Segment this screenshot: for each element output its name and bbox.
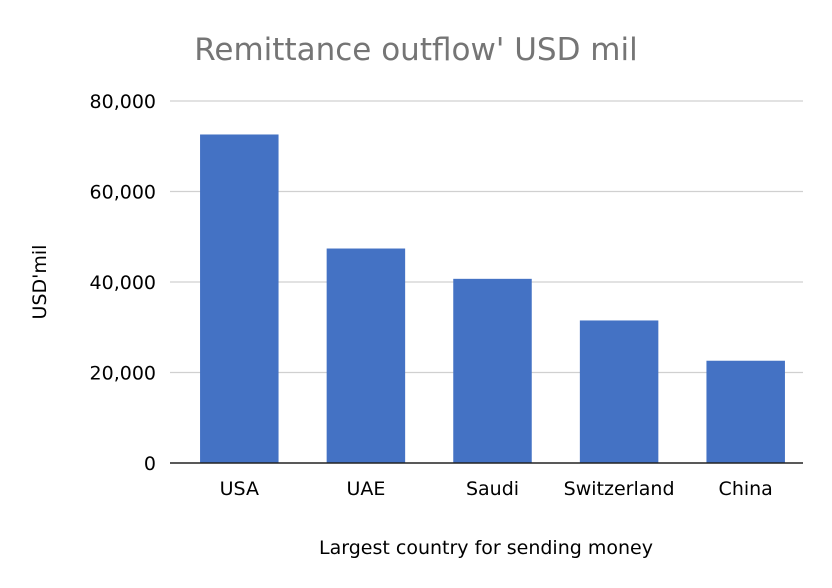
chart-title: Remittance outflow' USD mil bbox=[194, 32, 637, 68]
y-tick-label: 60,000 bbox=[90, 182, 156, 204]
y-tick-label: 40,000 bbox=[90, 272, 156, 294]
y-tick-label: 80,000 bbox=[90, 91, 156, 113]
bar-usa bbox=[200, 134, 279, 464]
bar-saudi bbox=[453, 278, 532, 463]
y-tick-label: 20,000 bbox=[90, 363, 156, 385]
x-tick-label: USA bbox=[220, 478, 259, 500]
bar-uae bbox=[326, 248, 406, 463]
x-tick-label: China bbox=[719, 478, 773, 500]
y-axis-label: USD'mil bbox=[29, 245, 51, 320]
y-axis-ticks: 0 20,000 40,000 60,000 80,000 bbox=[90, 91, 156, 475]
bar-china bbox=[706, 360, 785, 463]
y-tick-label: 0 bbox=[144, 453, 156, 475]
x-tick-label: UAE bbox=[346, 478, 385, 500]
bars bbox=[200, 134, 785, 464]
x-tick-label: Switzerland bbox=[564, 478, 675, 500]
x-tick-label: Saudi bbox=[466, 478, 519, 500]
bar-switzerland bbox=[579, 320, 659, 463]
x-axis-label: Largest country for sending money bbox=[319, 537, 653, 559]
x-axis-ticks: USA UAE Saudi Switzerland China bbox=[220, 478, 773, 500]
